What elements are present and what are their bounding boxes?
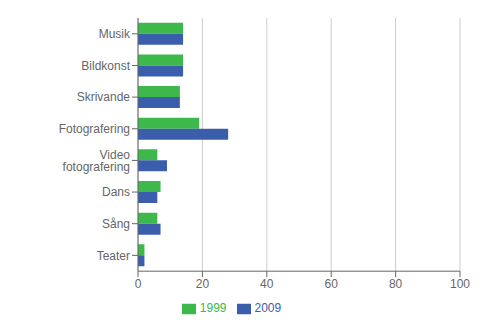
svg-text:40: 40 xyxy=(260,277,274,291)
svg-text:80: 80 xyxy=(389,277,403,291)
svg-text:Skrivande: Skrivande xyxy=(77,90,131,104)
svg-text:Dans: Dans xyxy=(102,185,130,199)
svg-text:Teater: Teater xyxy=(97,249,130,263)
svg-text:Musik: Musik xyxy=(99,27,131,41)
svg-text:0: 0 xyxy=(135,277,142,291)
svg-text:60: 60 xyxy=(325,277,339,291)
svg-text:Fotografering: Fotografering xyxy=(59,122,130,136)
svg-text:100: 100 xyxy=(450,277,470,291)
svg-text:Sång: Sång xyxy=(102,217,130,231)
html-text:1999: 1999 xyxy=(199,301,227,316)
svg-text:Videofotografering: Videofotografering xyxy=(63,148,131,174)
svg-text:20: 20 xyxy=(196,277,210,291)
html-text:2009: 2009 xyxy=(254,301,282,316)
svg-text:Bildkonst: Bildkonst xyxy=(81,59,130,73)
